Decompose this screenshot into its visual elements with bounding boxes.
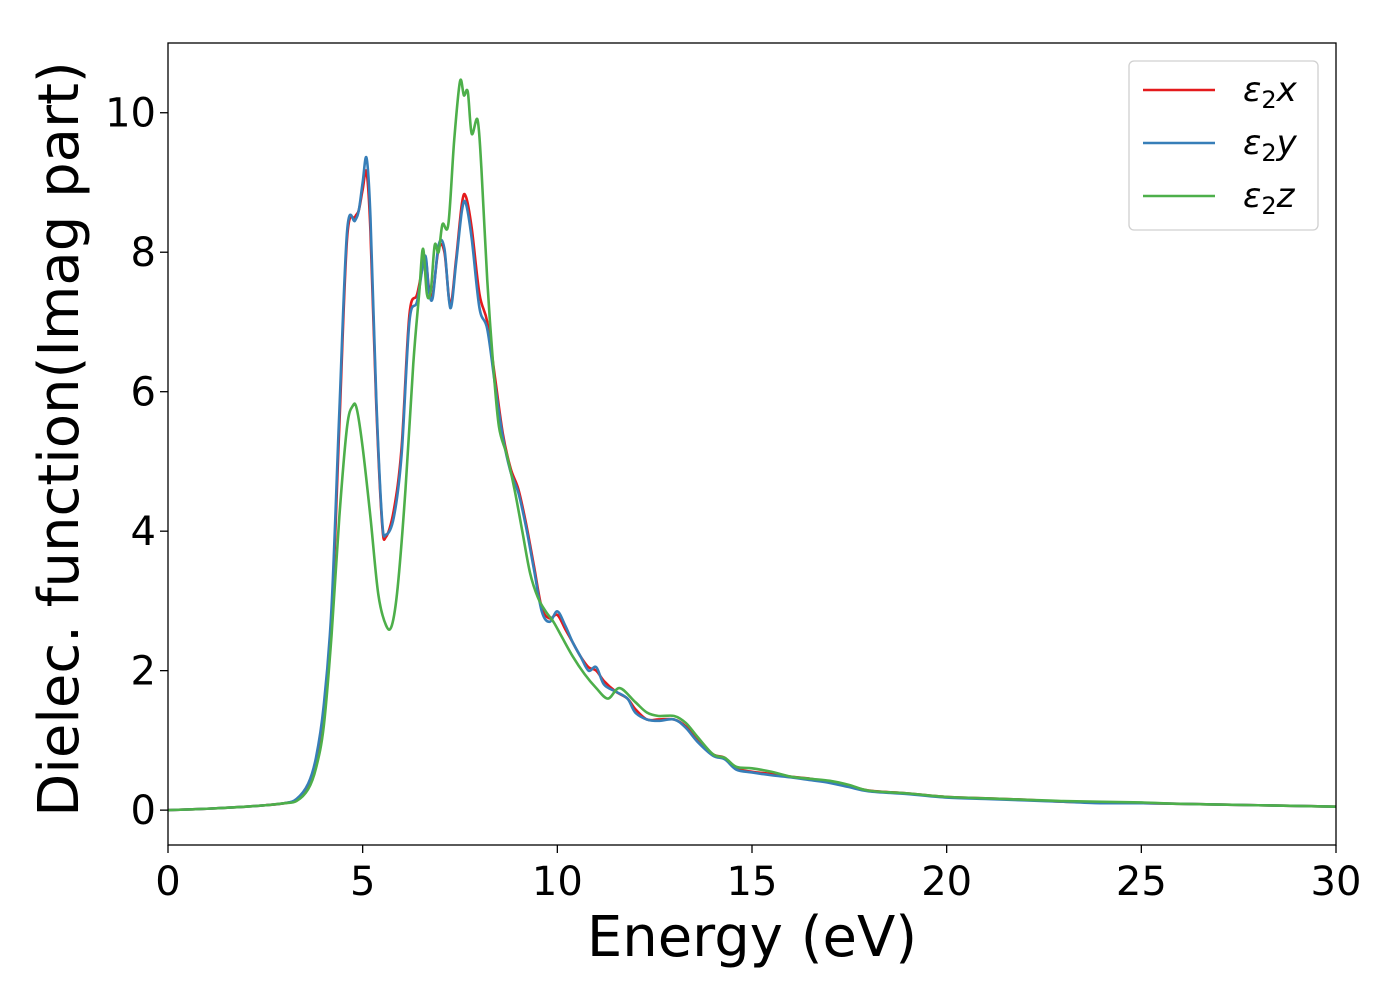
plot-lines [167, 78, 1337, 812]
x-tick-label: 30 [1311, 859, 1362, 905]
x-tick-label: 10 [532, 859, 583, 905]
y-tick-label: 0 [131, 788, 156, 834]
series-line-z [167, 78, 1337, 812]
x-tick-label: 20 [921, 859, 972, 905]
x-tick-label: 0 [155, 859, 180, 905]
y-axis-ticks: 0 2 4 6 8 10 [105, 91, 168, 834]
y-tick-label: 10 [105, 91, 156, 137]
legend-label-y: ε2y [1243, 123, 1298, 167]
y-tick-label: 8 [131, 230, 156, 276]
x-axis-title: Energy (eV) [587, 905, 917, 970]
legend: ε2x ε2y ε2z [1128, 60, 1319, 231]
x-tick-label: 5 [350, 859, 375, 905]
x-tick-label: 25 [1116, 859, 1167, 905]
legend-label-z: ε2z [1243, 176, 1296, 220]
y-tick-label: 2 [131, 649, 156, 695]
legend-label-x: ε2x [1243, 70, 1298, 114]
y-tick-label: 4 [131, 509, 156, 555]
legend-box [1128, 60, 1319, 231]
y-tick-label: 6 [131, 370, 156, 416]
x-axis-ticks: 0 5 10 15 20 25 30 [155, 845, 1361, 905]
y-axis-title: Dielec. function(Imag part) [27, 61, 92, 817]
x-tick-label: 15 [727, 859, 778, 905]
series-line-y [167, 155, 1337, 812]
